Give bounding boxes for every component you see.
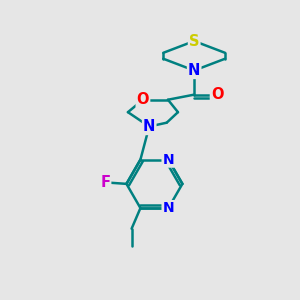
- Text: F: F: [100, 175, 110, 190]
- Text: O: O: [137, 92, 149, 107]
- Text: S: S: [189, 34, 200, 49]
- Text: O: O: [211, 87, 224, 102]
- Text: N: N: [188, 63, 200, 78]
- Text: N: N: [163, 153, 174, 166]
- Text: N: N: [143, 119, 155, 134]
- Text: N: N: [163, 201, 174, 215]
